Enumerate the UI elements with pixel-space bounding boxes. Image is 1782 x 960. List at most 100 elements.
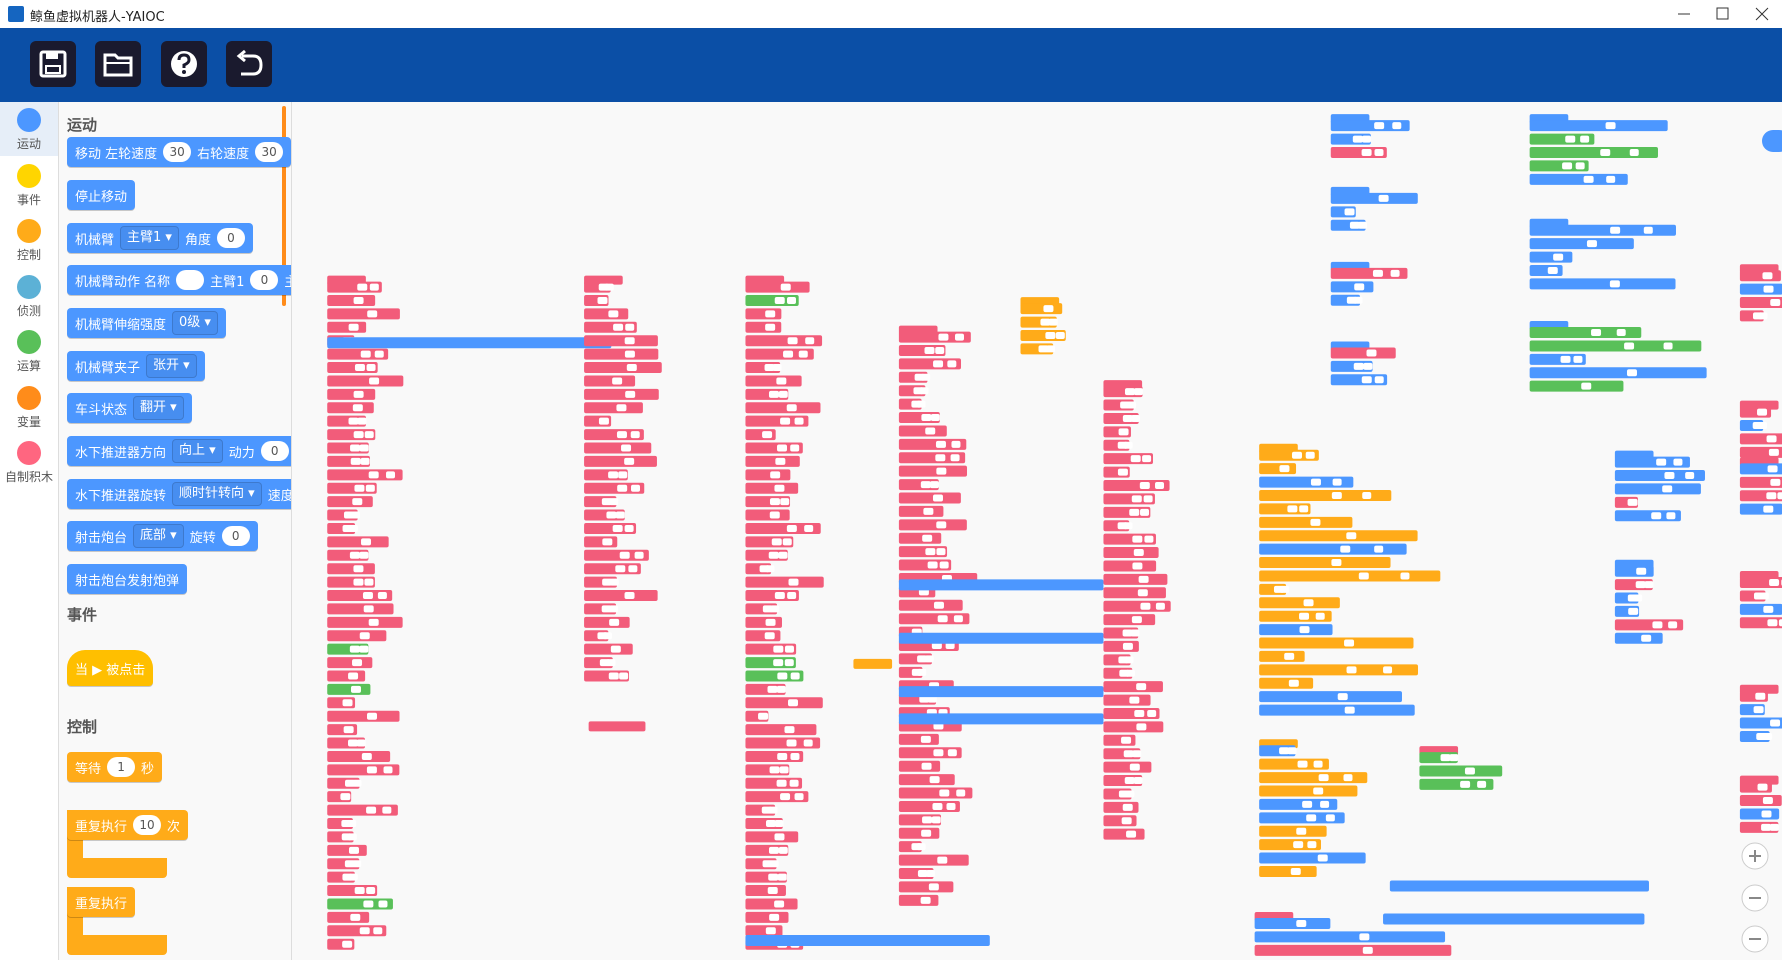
script-block: [1122, 414, 1133, 422]
script-block: [898, 438, 967, 450]
loop-foot: [67, 935, 167, 955]
script-block: [1143, 495, 1153, 503]
script-block: [1259, 637, 1414, 649]
script-block: [778, 846, 788, 854]
block[interactable]: 重复执行 10 次: [67, 810, 189, 840]
block-dropdown: 向上 ▾: [172, 439, 223, 463]
category[interactable]: 运动: [0, 102, 58, 156]
block[interactable]: 停止移动: [67, 180, 136, 210]
undo-button[interactable]: [226, 41, 272, 87]
script-block: [782, 538, 792, 546]
script-block: [745, 375, 802, 387]
block-text: 停止移动: [75, 189, 128, 205]
help-button[interactable]: [161, 41, 207, 87]
script-block: [923, 507, 934, 515]
script-block: [745, 697, 823, 709]
script-block: [787, 699, 798, 707]
block[interactable]: 机械臂动作 名称 主臂1 0主: [67, 265, 291, 295]
script-block: [1600, 149, 1611, 157]
script-block: [1759, 592, 1769, 600]
script-block: [1614, 510, 1681, 522]
script-block: [1259, 624, 1333, 636]
block[interactable]: 机械臂 主臂1 ▾ 角度 0: [67, 223, 253, 253]
block-input: 0: [221, 526, 250, 546]
script-block: [1575, 162, 1585, 170]
script-block: [606, 511, 617, 519]
script-block: [1581, 382, 1592, 390]
category[interactable]: 自制积木: [0, 435, 58, 489]
script-block: [1763, 505, 1774, 513]
open-button[interactable]: [95, 41, 141, 87]
category[interactable]: 变量: [0, 380, 58, 434]
script-block: [745, 724, 817, 736]
block[interactable]: 等待 1 秒: [67, 752, 163, 782]
block[interactable]: 车斗状态 翻开 ▾: [67, 393, 192, 423]
script-block: [1259, 839, 1321, 851]
block[interactable]: 水下推进器方向 向上 ▾ 动力 0: [67, 436, 291, 466]
script-block: [1383, 913, 1645, 925]
script-block: [1389, 880, 1649, 892]
block[interactable]: 机械臂夹子 张开 ▾: [67, 351, 205, 381]
script-block: [347, 819, 357, 827]
script-block: [898, 787, 973, 799]
script-block: [1383, 666, 1393, 674]
script-block: [377, 592, 387, 600]
script-block: [1132, 750, 1142, 758]
save-button[interactable]: [30, 41, 76, 87]
script-block: [954, 333, 964, 341]
script-block: [1337, 693, 1348, 701]
script-block: [1374, 545, 1384, 553]
scrollbar[interactable]: [282, 106, 286, 306]
script-block: [924, 655, 934, 663]
script-block: [917, 870, 928, 878]
block-text: 等待: [75, 761, 102, 777]
block[interactable]: 机械臂伸缩强度 0级 ▾: [67, 308, 226, 338]
script-block: [1318, 774, 1329, 782]
script-block: [624, 337, 635, 345]
script-block: [584, 321, 637, 333]
block-input: 0: [216, 228, 245, 248]
script-block: [353, 296, 364, 304]
script-block: [1616, 329, 1626, 337]
script-block: [348, 846, 359, 854]
code-tab[interactable]: [1762, 130, 1782, 152]
maximize[interactable]: [1716, 7, 1729, 20]
window-controls[interactable]: [1670, 0, 1782, 28]
script-block: [1629, 149, 1639, 157]
script-block: [1614, 632, 1663, 644]
block[interactable]: 移动 左轮速度 30 右轮速度 30: [67, 137, 291, 167]
category[interactable]: 侦测: [0, 269, 58, 323]
block[interactable]: 射击炮台发射炮弹: [67, 564, 188, 594]
script-block: [1374, 122, 1385, 130]
block-text: 当 ▶ 被点击: [75, 662, 146, 678]
block[interactable]: 射击炮台 底部 ▾ 旋转 0: [67, 521, 258, 551]
category[interactable]: 控制: [0, 213, 58, 267]
script-block: [1299, 626, 1310, 634]
script-block: [790, 672, 800, 680]
script-block: [788, 578, 799, 586]
script-block: [925, 548, 936, 556]
script-block: [1259, 557, 1391, 569]
close[interactable]: [1755, 7, 1769, 21]
script-block: [1122, 629, 1133, 637]
block[interactable]: 当 ▶ 被点击: [67, 650, 154, 686]
category[interactable]: 事件: [0, 158, 58, 212]
script-block: [347, 833, 357, 841]
script-block: [898, 465, 968, 477]
script-block: [1121, 736, 1132, 744]
block[interactable]: 重复执行: [67, 887, 136, 917]
script-block: [1122, 642, 1133, 650]
script-block: [359, 645, 369, 653]
script-block: [1103, 479, 1170, 491]
block[interactable]: 水下推进器旋转 顺时针转向 ▾ 速度: [67, 479, 291, 509]
script-block: [745, 737, 821, 749]
script-block: [935, 454, 946, 462]
script-block: [348, 672, 359, 680]
script-block: [327, 764, 400, 776]
script-block: [780, 283, 791, 291]
script-block: [359, 632, 370, 640]
script-block: [1529, 278, 1676, 290]
script-block: [327, 630, 387, 642]
category[interactable]: 运算: [0, 324, 58, 378]
script-block: [745, 321, 782, 333]
